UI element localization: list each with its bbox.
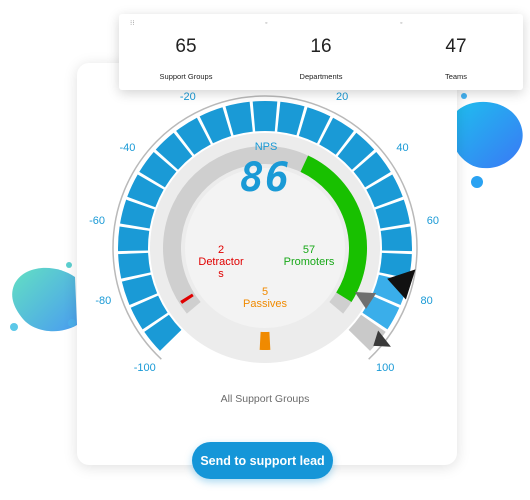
scale-segment [362, 295, 400, 330]
scale-tick-label: -100 [133, 362, 156, 375]
detractors-arc [180, 293, 194, 304]
decorative-blob-left [10, 262, 77, 332]
scale-segment [121, 274, 158, 305]
decorative-blob-right [450, 93, 523, 188]
scale-segment [120, 199, 155, 229]
settings-dot-icon[interactable]: ◦ [265, 20, 268, 27]
gauge-inner-face [185, 168, 345, 328]
stat-label: Support Groups [159, 72, 213, 81]
passives-count: 5 [261, 286, 269, 298]
scale-segment [155, 132, 193, 170]
stat-value: 47 [445, 36, 467, 57]
detractors-summary: 2 Detractor s [189, 244, 253, 280]
scale-segment [277, 101, 305, 136]
scale-segment [353, 151, 391, 188]
scale-segment [118, 226, 150, 252]
score-needle [354, 291, 377, 309]
stat-departments: ◦ 16 Departments [254, 14, 388, 90]
scale-segment [337, 132, 375, 170]
scale-segment [375, 199, 410, 229]
settings-dot-icon[interactable]: ◦ [400, 20, 403, 27]
scale-tick-label: 40 [396, 142, 409, 155]
scale-segment [379, 252, 412, 279]
scale-tick-label: -40 [119, 142, 136, 155]
scale-segment [225, 101, 253, 136]
stat-value: 65 [175, 36, 197, 57]
scale-segment [130, 295, 168, 330]
detractors-label: Detractor [198, 256, 244, 268]
scale-segment [139, 151, 177, 188]
nps-score: 86 [239, 155, 291, 201]
scale-segment [298, 107, 331, 144]
passives-summary: 5 Passives [230, 286, 300, 310]
score-pointer-shadow [373, 330, 391, 347]
score-pointer [387, 269, 416, 300]
promoters-label: Promoters [283, 256, 335, 268]
scale-segment [176, 117, 211, 155]
scale-tick-label: -20 [179, 90, 196, 103]
scale-segment [252, 101, 278, 132]
scale-segment [366, 174, 403, 208]
promoters-summary: 57 Promoters [276, 244, 342, 268]
scale-segment [144, 314, 182, 351]
scale-segment [319, 117, 354, 155]
scale-tick-label: 100 [376, 362, 395, 375]
scale-tick-label: 60 [426, 215, 440, 228]
scale-tick-label: -80 [95, 294, 112, 307]
stat-value: 16 [310, 36, 332, 57]
gauge-rim [112, 95, 418, 360]
scale-tick-label: -60 [89, 215, 106, 228]
gauge-caption: All Support Groups [220, 393, 310, 405]
stat-support-groups: ⁝⁝ 65 Support Groups [119, 14, 253, 90]
scale-tick-label: 80 [420, 294, 433, 307]
scale-segment [199, 107, 232, 144]
nps-title: NPS [254, 141, 278, 153]
stat-label: Departments [299, 72, 343, 81]
detractors-label-wrap: s [218, 268, 224, 280]
drag-handle-icon[interactable]: ⁝⁝ [130, 20, 135, 27]
scale-tick-label: 20 [336, 90, 349, 103]
promoters-arc [300, 155, 367, 303]
send-to-support-lead-button[interactable]: Send to support lead [192, 442, 333, 479]
scale-segment [118, 252, 151, 279]
scale-segment [127, 174, 164, 208]
passives-label: Passives [242, 298, 288, 310]
stat-teams: ◦ 47 Teams [389, 14, 523, 90]
detractors-count: 2 [217, 244, 225, 256]
promoters-count: 57 [302, 244, 316, 256]
stats-panel: ⁝⁝ 65 Support Groups ◦ 16 Departments ◦ … [119, 14, 523, 90]
stat-label: Teams [444, 72, 468, 81]
scale-segment [380, 226, 412, 252]
